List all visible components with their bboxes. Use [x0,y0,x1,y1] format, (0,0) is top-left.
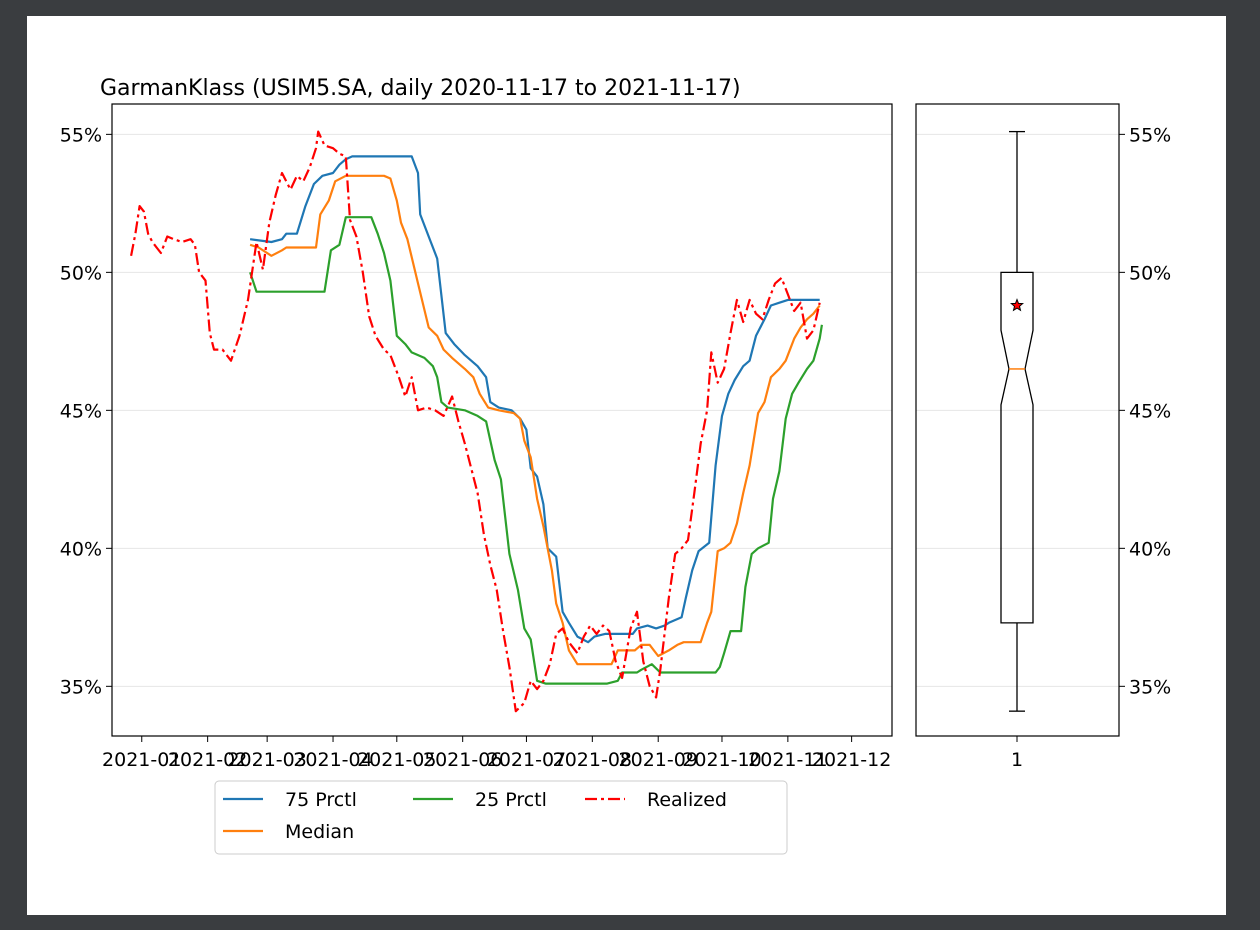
legend: 75 Prctl Median 25 Prctl Realized [214,780,788,855]
right-y-tick-label: 35% [1129,676,1171,698]
x-tick-label: 2021-10 [682,749,761,771]
x-tick-label: 2021-05 [357,749,436,771]
right-y-tick-label: 55% [1129,124,1171,146]
legend-label-realized: Realized [647,789,727,811]
box-x-tick-label: 1 [1011,749,1023,771]
legend-frame [214,780,788,855]
chart-canvas: GarmanKlass (USIM5.SA, daily 2020-11-17 … [60,76,1171,855]
right-y-tick-label: 45% [1129,400,1171,422]
legend-label-75-prctl: 75 Prctl [285,789,357,811]
series-line-median [249,174,821,666]
right-y-tick-label: 50% [1129,262,1171,284]
x-tick-label: 2021-01 [102,749,181,771]
x-tick-label: 2021-08 [553,749,632,771]
x-tick-label: 2021-12 [812,749,891,771]
x-tick-label: 2021-06 [423,749,502,771]
chart-figure: GarmanKlass (USIM5.SA, daily 2020-11-17 … [27,16,1226,915]
series-line-realized [130,130,821,713]
x-tick-label: 2021-02 [168,749,247,771]
legend-label-median: Median [285,821,354,843]
current-value-star-icon [1010,298,1024,312]
x-tick-label: 2021-07 [487,749,566,771]
x-tick-label: 2021-04 [293,749,372,771]
y-tick-label: 35% [60,676,102,698]
x-tick-label: 2021-03 [227,749,306,771]
series-line-25-prctl [249,216,823,685]
y-tick-label: 55% [60,124,102,146]
box-body [1000,271,1034,624]
chart-title: GarmanKlass (USIM5.SA, daily 2020-11-17 … [100,76,741,101]
right-y-tick-label: 40% [1129,538,1171,560]
y-tick-label: 40% [60,538,102,560]
y-tick-label: 50% [60,262,102,284]
main-plot-frame [111,103,893,737]
x-tick-label: 2021-11 [748,749,827,771]
legend-label-25-prctl: 25 Prctl [475,789,547,811]
main-plot-area [112,104,892,736]
y-tick-label: 45% [60,400,102,422]
x-tick-label: 2021-09 [619,749,698,771]
